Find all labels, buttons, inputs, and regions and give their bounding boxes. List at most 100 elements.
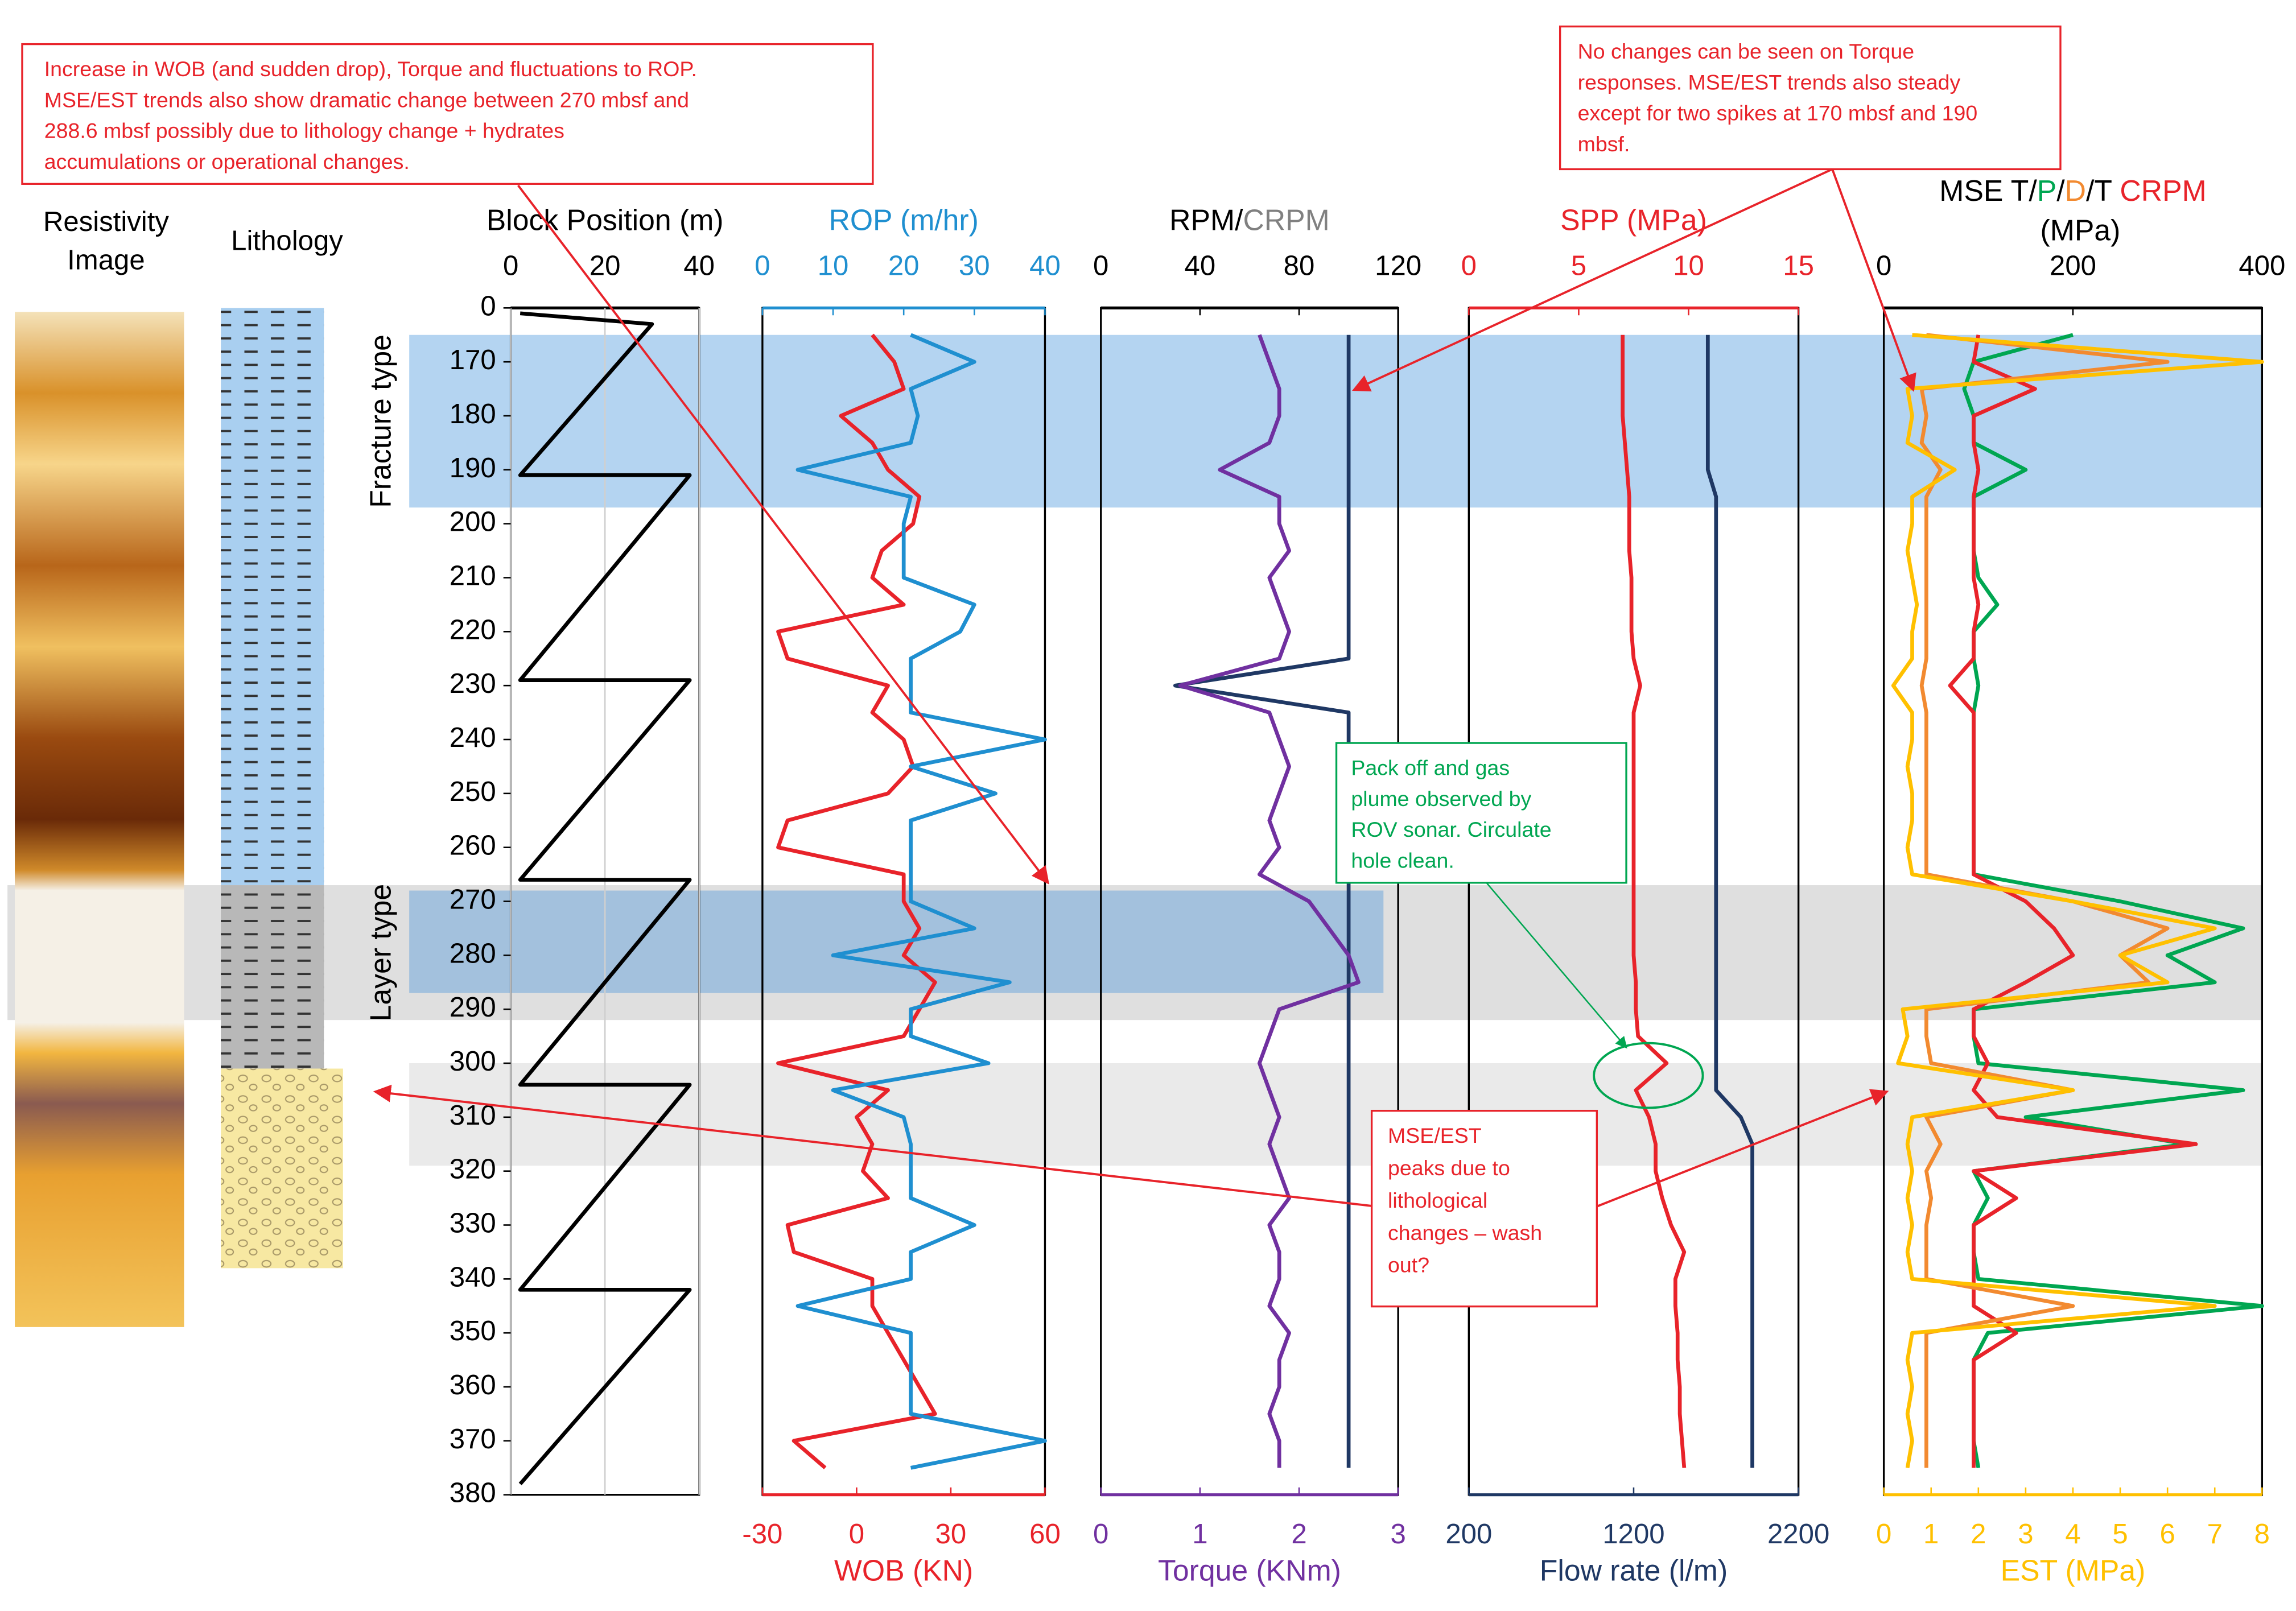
x-tick-label: 30 bbox=[959, 251, 990, 282]
x-tick-label: 200 bbox=[2050, 251, 2096, 282]
annotation-text: 288.6 mbsf possibly due to lithology cha… bbox=[44, 119, 564, 143]
title-part: ROP (m/hr) bbox=[828, 203, 978, 236]
series-line bbox=[1621, 334, 1687, 1468]
y-tick-label: 320 bbox=[450, 1154, 496, 1185]
y-tick-label: 200 bbox=[450, 507, 496, 538]
zone-label: Layer type bbox=[364, 884, 397, 1022]
y-tick-label: 370 bbox=[450, 1424, 496, 1455]
x2-axis-label: Flow rate (l/m) bbox=[1540, 1554, 1728, 1587]
title-part: CRPM bbox=[1243, 203, 1329, 236]
series-line bbox=[1948, 334, 2198, 1468]
title-part: RPM/ bbox=[1169, 203, 1243, 236]
y-tick-label: 170 bbox=[450, 345, 496, 375]
annotation: Increase in WOB (and sudden drop), Torqu… bbox=[21, 43, 1049, 885]
x2-axis-label: EST (MPa) bbox=[2001, 1554, 2146, 1587]
y-tick-label: 290 bbox=[450, 992, 496, 1023]
x2-tick-label: 2200 bbox=[1767, 1519, 1829, 1550]
annotation-text: hole clean. bbox=[1351, 848, 1454, 872]
zones: Fracture type Layer type bbox=[7, 334, 2262, 1166]
x2-axis-label: Torque (KNm) bbox=[1158, 1554, 1341, 1587]
arrow bbox=[1486, 882, 1627, 1049]
x2-tick-label: 2 bbox=[1971, 1519, 1986, 1550]
x-tick-label: 40 bbox=[1029, 251, 1061, 282]
y-tick-label: 380 bbox=[450, 1478, 496, 1509]
x2-tick-label: 30 bbox=[935, 1519, 967, 1550]
y-tick-label: 300 bbox=[450, 1046, 496, 1077]
series-line bbox=[1705, 334, 1754, 1468]
annotation-box bbox=[1370, 1109, 1598, 1308]
chart-title: SPP (MPa) bbox=[1560, 203, 1707, 236]
track-title: Image bbox=[67, 245, 145, 275]
y-tick-label: 190 bbox=[450, 453, 496, 484]
track-chart: SPP (MPa) 0 5 10 15 200 1200 2200 Flow rate (l/m… bbox=[1445, 203, 1829, 1587]
y-tick-label: 240 bbox=[450, 722, 496, 753]
annotation: Pack off and gas plume observed by ROV s… bbox=[1335, 742, 1704, 1109]
x2-tick-label: 2 bbox=[1291, 1519, 1306, 1550]
x2-tick-label: 1200 bbox=[1602, 1519, 1664, 1550]
annotation-text: No changes can be seen on Torque bbox=[1578, 39, 1914, 63]
y-tick-label: 350 bbox=[450, 1316, 496, 1346]
x2-axis-label: WOB (KN) bbox=[834, 1554, 973, 1587]
x2-tick-label: -30 bbox=[742, 1519, 782, 1550]
y-tick-label: 220 bbox=[450, 614, 496, 645]
annotation-text: ROV sonar. Circulate bbox=[1351, 817, 1551, 841]
zone bbox=[409, 334, 2262, 508]
series-line bbox=[1891, 333, 2264, 1468]
track-title: Lithology bbox=[231, 226, 343, 257]
y-tick-label: 360 bbox=[450, 1370, 496, 1401]
series-line bbox=[795, 333, 1047, 1470]
lithology bbox=[221, 308, 343, 1269]
title-part: / bbox=[2056, 174, 2065, 206]
series-line bbox=[776, 333, 937, 1469]
y-tick-label: 230 bbox=[450, 668, 496, 699]
annotation-text: lithological bbox=[1388, 1188, 1487, 1212]
annotation-text: MSE/EST bbox=[1388, 1123, 1482, 1147]
title-part: /T bbox=[2086, 174, 2120, 206]
lithology-pattern bbox=[221, 1068, 343, 1269]
y-tick-label: 270 bbox=[450, 884, 496, 915]
track-chart: Block Position (m) 0 20 40 0 170 180 190 200 210 2… bbox=[450, 203, 724, 1508]
x2-tick-label: 5 bbox=[2112, 1519, 2128, 1550]
annotation-box bbox=[1335, 742, 1627, 884]
x-tick-label: 20 bbox=[590, 251, 621, 282]
annotation: MSE/EST peaks due to lithological change… bbox=[373, 1084, 1889, 1308]
x2-tick-label: 4 bbox=[2065, 1519, 2080, 1550]
x2-tick-label: 8 bbox=[2254, 1519, 2270, 1550]
arrow bbox=[1596, 1089, 1889, 1208]
x-tick-label: 40 bbox=[683, 251, 715, 282]
y-tick-label: 210 bbox=[450, 560, 496, 591]
annotation-text: responses. MSE/EST trends also steady bbox=[1578, 70, 1961, 94]
lithology-pattern bbox=[221, 308, 324, 886]
title-part: P bbox=[2037, 174, 2057, 206]
x2-tick-label: 7 bbox=[2207, 1519, 2223, 1550]
y-tick-label: 330 bbox=[450, 1208, 496, 1238]
annotation-text: mbsf. bbox=[1578, 132, 1630, 156]
title-part: Block Position (m) bbox=[487, 203, 724, 236]
x-tick-label: 40 bbox=[1185, 251, 1216, 282]
y-tick-label: 250 bbox=[450, 776, 496, 807]
chart-subtitle: (MPa) bbox=[2041, 213, 2121, 246]
annotation: No changes can be seen on Torque respons… bbox=[1352, 25, 2062, 393]
x-tick-label: 20 bbox=[888, 251, 920, 282]
annotation-text: plume observed by bbox=[1351, 787, 1531, 811]
arrow bbox=[1831, 168, 1916, 393]
annotation-text: out? bbox=[1388, 1253, 1429, 1277]
chart-title: RPM/CRPM bbox=[1169, 203, 1330, 236]
series-line bbox=[1173, 334, 1351, 1468]
x2-tick-label: 1 bbox=[1192, 1519, 1207, 1550]
x-tick-label: 10 bbox=[818, 251, 849, 282]
y-tick-label: 0 bbox=[480, 291, 496, 321]
x-tick-label: 0 bbox=[503, 251, 518, 282]
x2-tick-label: 60 bbox=[1029, 1519, 1061, 1550]
arrow bbox=[517, 184, 1049, 885]
title-part: D bbox=[2065, 174, 2086, 206]
title-part: MSE T/ bbox=[1939, 174, 2037, 206]
chart-title: ROP (m/hr) bbox=[828, 203, 978, 236]
x2-tick-label: 200 bbox=[1445, 1519, 1492, 1550]
x2-tick-label: 3 bbox=[2018, 1519, 2033, 1550]
x-tick-label: 400 bbox=[2239, 251, 2285, 282]
track-chart: RPM/CRPM 0 40 80 120 0 1 2 3 Torque (KNm) bbox=[1093, 203, 1421, 1587]
